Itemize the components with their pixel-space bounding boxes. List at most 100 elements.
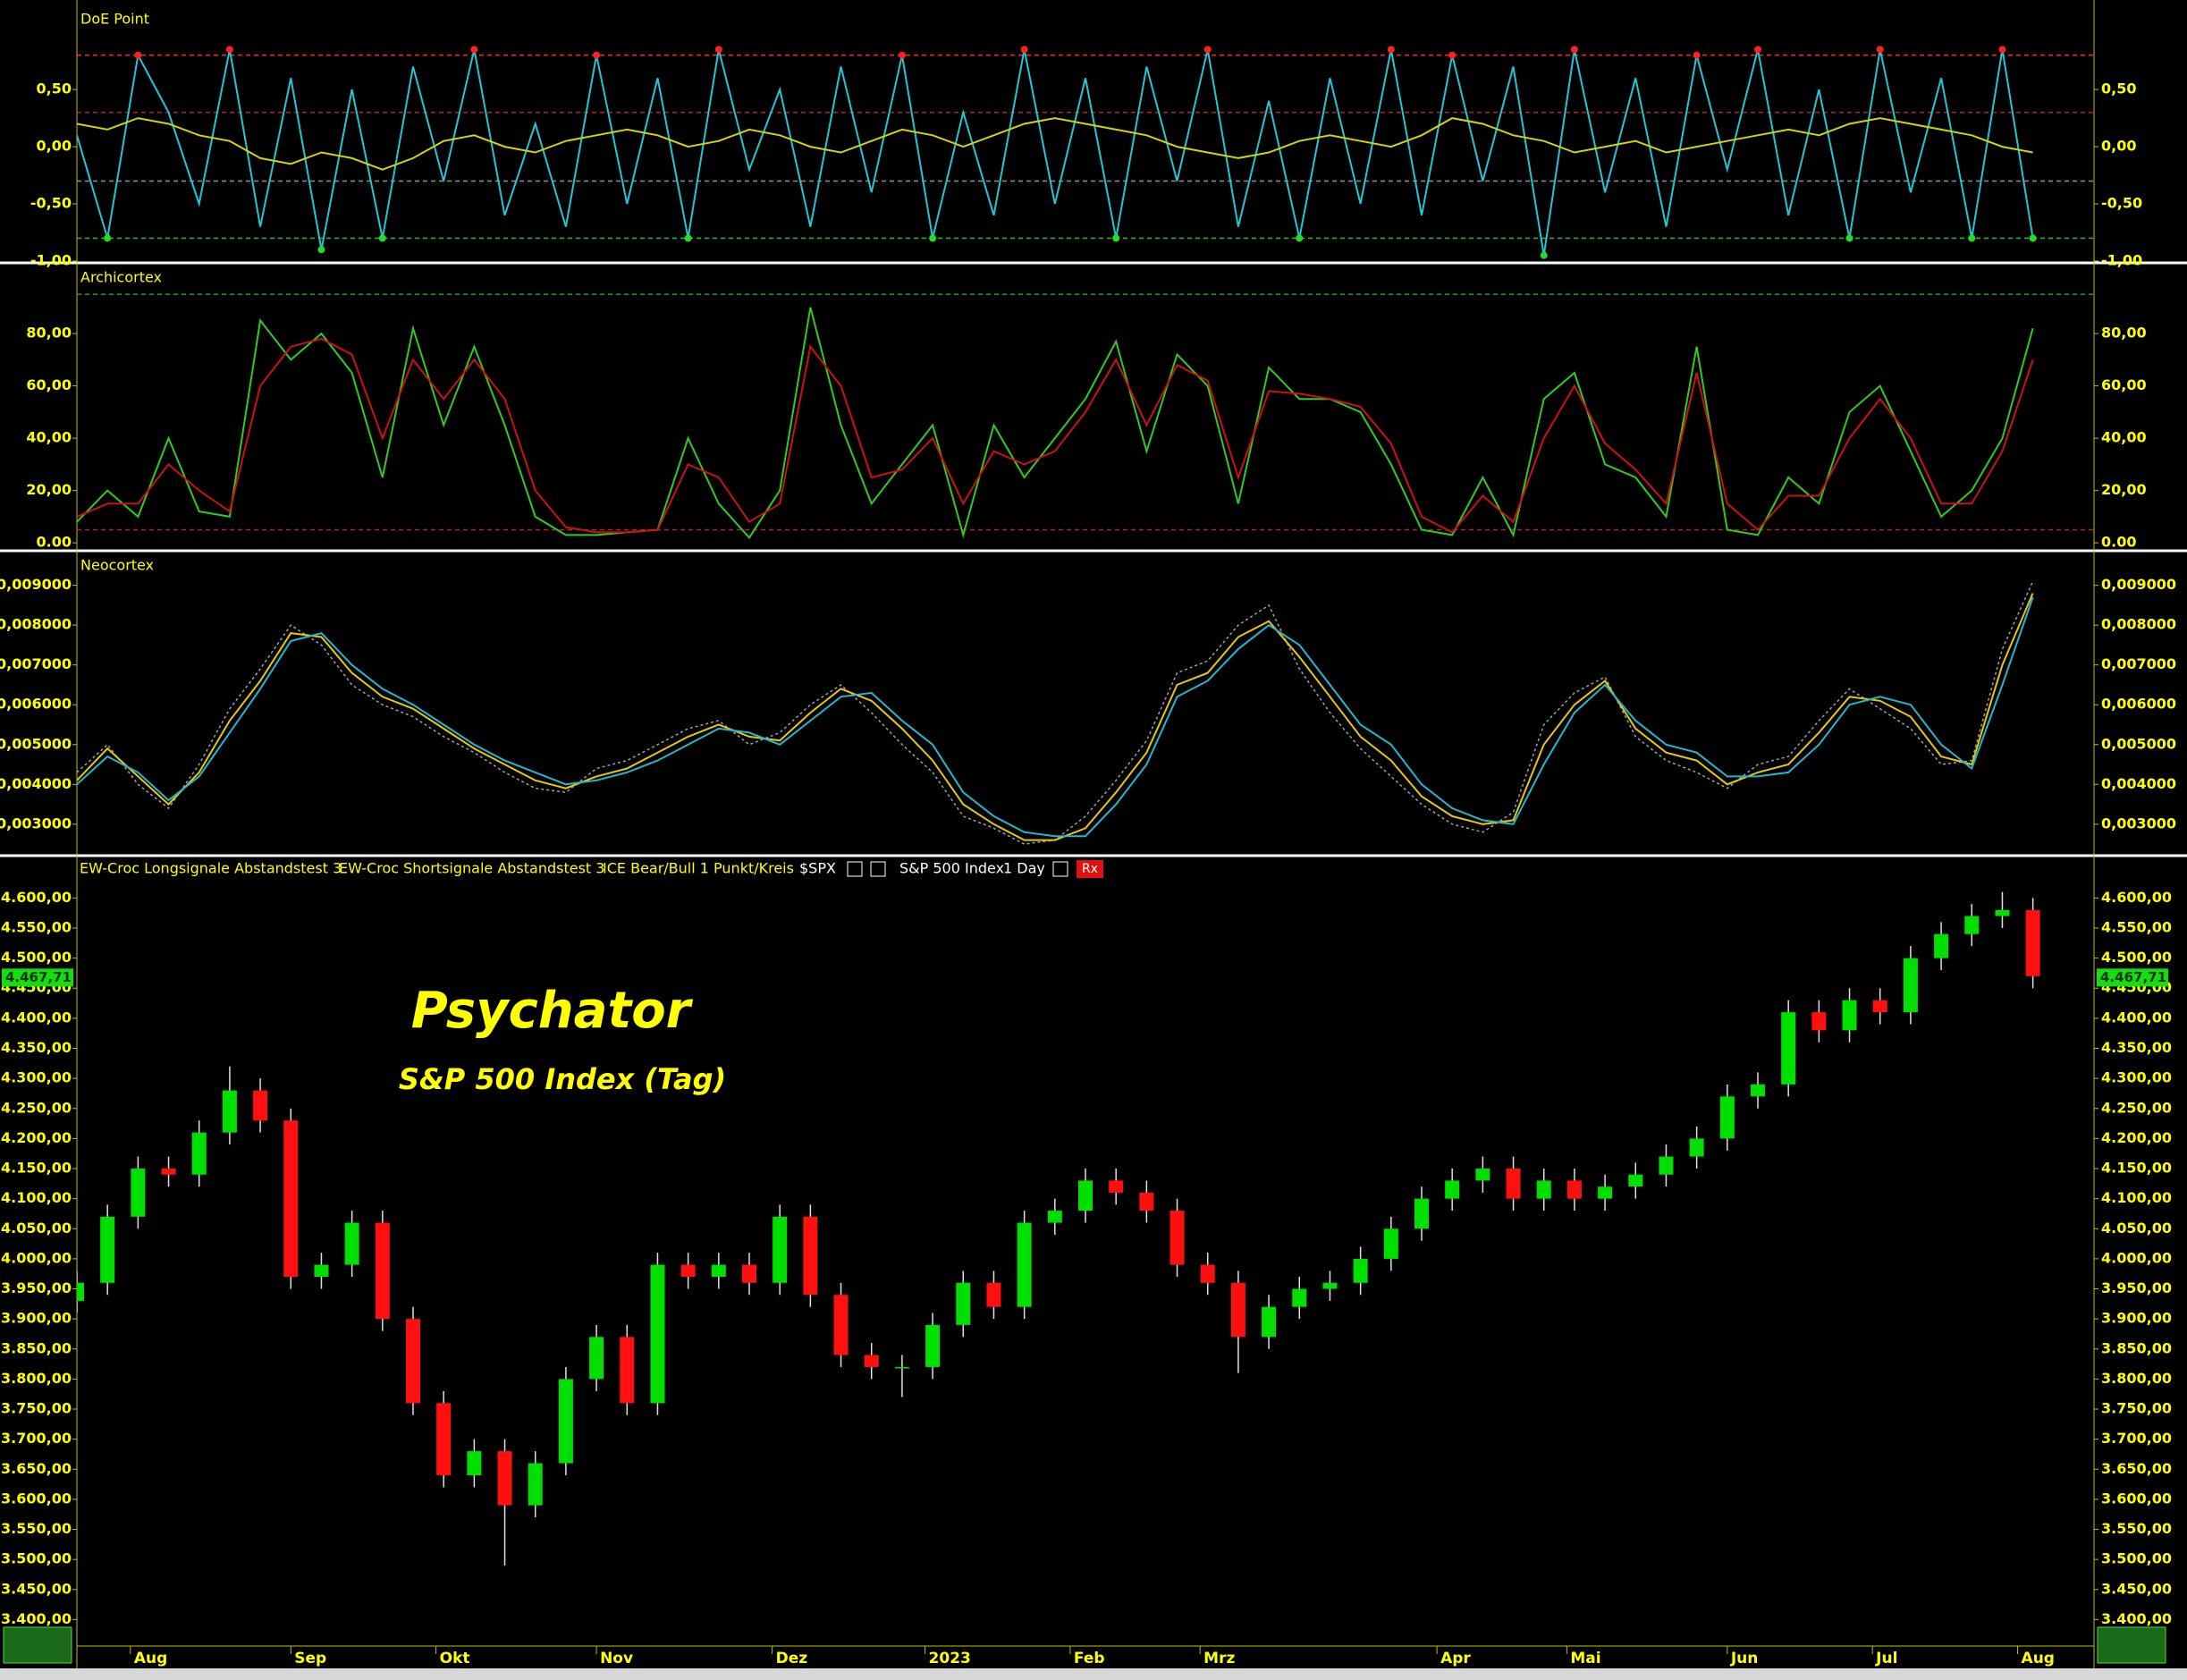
candle-body (1322, 1282, 1338, 1289)
y-tick-label: 3.950,00 (1, 1279, 72, 1296)
x-tick-label: 2023 (929, 1650, 971, 1667)
candle-body (1078, 1180, 1093, 1211)
signal-dot (929, 234, 937, 242)
legend-item: EW-Croc Shortsignale Abstandstest 3 (339, 860, 604, 877)
candle-body (1811, 1012, 1827, 1031)
candle-body (1169, 1211, 1185, 1265)
candle-body (2025, 909, 2040, 976)
candle-body (986, 1282, 1001, 1307)
y-tick-label: 3.750,00 (1, 1400, 72, 1417)
candle-body (1995, 909, 2010, 916)
y-tick-label: 3.950,00 (2101, 1279, 2172, 1296)
y-tick-label: 4.000,00 (1, 1249, 72, 1266)
signal-dot (104, 234, 112, 242)
signal-dot (1112, 234, 1120, 242)
y-tick-label: 60,00 (26, 376, 72, 393)
signal-dot (1020, 46, 1028, 54)
plot-area (77, 46, 2094, 259)
plot-area (77, 293, 2094, 539)
signal-dot (1693, 51, 1701, 59)
candle-body (1536, 1180, 1551, 1199)
series-line (77, 117, 2033, 171)
corner-box (3, 1626, 72, 1664)
y-tick-label: 4.500,00 (2101, 949, 2172, 966)
candle-body (803, 1216, 818, 1296)
y-tick-label: 0,003000 (0, 815, 72, 832)
candle-body (680, 1264, 696, 1278)
y-tick-label: 3.550,00 (2101, 1520, 2172, 1537)
y-tick-label: 0.00 (2101, 534, 2136, 551)
candle-body (1353, 1258, 1368, 1283)
y-tick-label: 0.00 (37, 534, 72, 551)
candle-body (1139, 1192, 1154, 1211)
plot-area (77, 580, 2034, 845)
y-tick-label: 3.500,00 (2101, 1550, 2172, 1567)
last-price-box (2, 968, 73, 987)
series-line (77, 337, 2034, 534)
subtitle: S&P 500 Index (Tag) (399, 1062, 726, 1096)
y-tick-label: 4.600,00 (1, 889, 72, 906)
candle-body (467, 1451, 482, 1476)
candle-body (1200, 1264, 1215, 1283)
y-tick-label: 4.300,00 (1, 1069, 72, 1086)
y-tick-label: 4.600,00 (2101, 889, 2172, 906)
y-tick-label: 3.600,00 (1, 1490, 72, 1507)
candle-body (1719, 1096, 1735, 1139)
y-tick-label: 0,00 (37, 138, 72, 155)
y-tick-label: 3.700,00 (1, 1430, 72, 1447)
y-tick-label: 0,009000 (0, 576, 72, 593)
y-tick-label: 0,006000 (2101, 696, 2176, 713)
signal-dot (134, 51, 142, 59)
candle-body (436, 1403, 452, 1476)
signal-dot (1845, 234, 1853, 242)
signal-dot (714, 46, 722, 54)
y-tick-label: 0,005000 (0, 735, 72, 752)
candle-body (1903, 958, 1918, 1013)
candle-body (1292, 1288, 1307, 1307)
y-tick-label: -1,00 (2101, 252, 2142, 269)
y-tick-label: 3.750,00 (2101, 1400, 2172, 1417)
y-tick-label: 0,003000 (2101, 815, 2176, 832)
y-tick-label: 0,009000 (2101, 576, 2176, 593)
x-tick-label: Feb (1074, 1650, 1105, 1667)
candle-body (1964, 916, 1980, 934)
interval: 1 Day (1003, 860, 1045, 877)
dropdown[interactable] (870, 861, 886, 877)
signal-dot (225, 46, 233, 54)
x-tick-label: Mai (1570, 1650, 1600, 1667)
candle-body (1262, 1306, 1277, 1338)
y-tick-label: 0,007000 (0, 655, 72, 672)
y-tick-label: 3.400,00 (2101, 1610, 2172, 1627)
plot-area (77, 891, 2040, 1566)
dropdown[interactable] (847, 861, 863, 877)
y-tick-label: 4.250,00 (2101, 1099, 2172, 1116)
legend-item: ICE Bear/Bull 1 Punkt/Kreis (603, 860, 794, 877)
dropdown[interactable] (1052, 861, 1068, 877)
y-tick-label: 3.800,00 (1, 1370, 72, 1387)
scrollbar[interactable] (0, 1668, 2187, 1680)
y-tick-label: 3.500,00 (1, 1550, 72, 1567)
candle-body (711, 1264, 726, 1278)
panel-title: Neocortex (80, 557, 154, 574)
candle-body (864, 1355, 879, 1367)
candle-body (1934, 933, 1949, 958)
signal-dot (684, 234, 692, 242)
candle-body (375, 1222, 390, 1320)
y-tick-label: 0,00 (2101, 138, 2136, 155)
candle-body (1659, 1156, 1674, 1175)
symbol: $SPX (799, 860, 836, 877)
y-tick-label: 0,50 (37, 80, 72, 97)
candle-body (100, 1216, 115, 1283)
y-tick-label: 0,008000 (2101, 616, 2176, 633)
y-tick-label: 3.450,00 (1, 1580, 72, 1597)
candle-body (894, 1366, 909, 1369)
candle-body (406, 1319, 420, 1404)
signal-dot (1296, 234, 1304, 242)
y-tick-label: 3.450,00 (2101, 1580, 2172, 1597)
panel-title: Psychator (411, 982, 694, 1040)
corner-box (2097, 1626, 2166, 1664)
signal-dot (2029, 234, 2037, 242)
candle-body (77, 1282, 84, 1301)
y-tick-label: 40,00 (26, 429, 72, 446)
